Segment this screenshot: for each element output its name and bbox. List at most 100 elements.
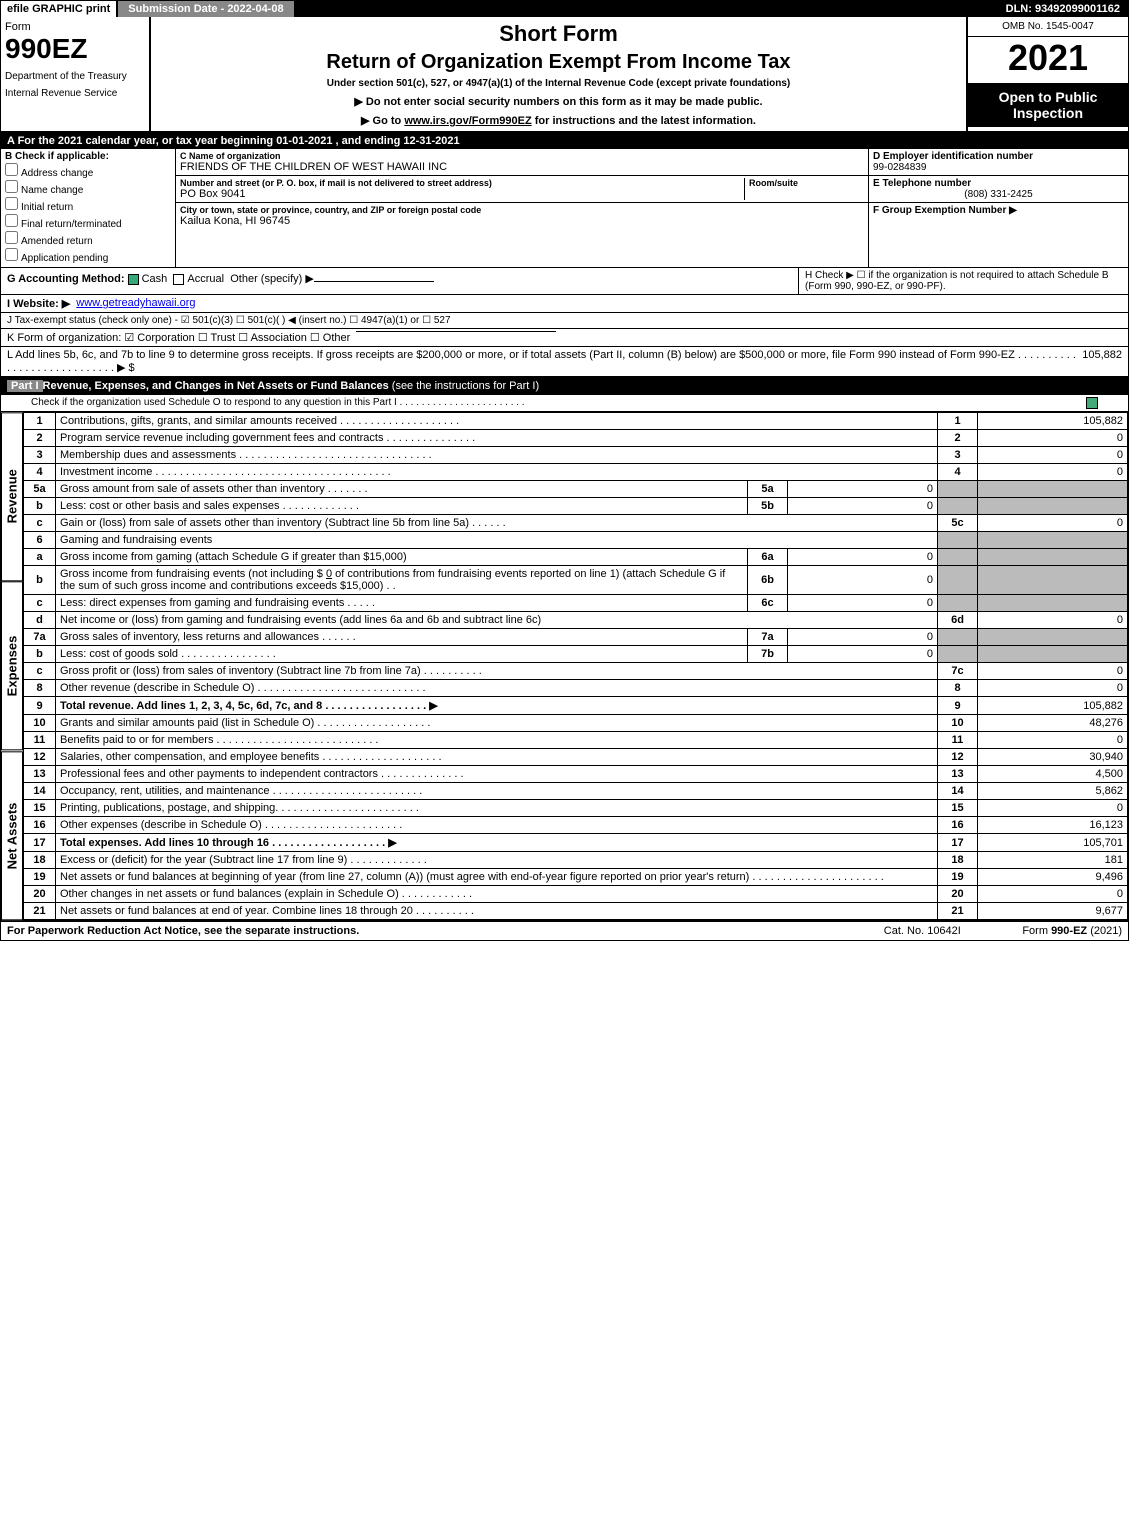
c-name-label: C Name of organization	[180, 151, 864, 161]
l-value: 105,882	[1082, 349, 1122, 361]
goto-suffix: for instructions and the latest informat…	[532, 115, 756, 127]
city-value: Kailua Kona, HI 96745	[180, 215, 864, 227]
short-form-label: Short Form	[155, 21, 962, 47]
city-label: City or town, state or province, country…	[180, 205, 864, 215]
line-9: 9Total revenue. Add lines 1, 2, 3, 4, 5c…	[24, 697, 1128, 715]
line-7b: bLess: cost of goods sold . . . . . . . …	[24, 646, 1128, 663]
line-a-period: A For the 2021 calendar year, or tax yea…	[1, 133, 1128, 149]
omb-number: OMB No. 1545-0047	[968, 17, 1128, 37]
form-number: 990EZ	[5, 33, 145, 65]
g-accrual-check-icon	[173, 274, 184, 285]
form-ref-suffix: (2021)	[1087, 925, 1122, 937]
chk-name-change[interactable]: Name change	[5, 180, 171, 196]
header-mid: Short Form Return of Organization Exempt…	[151, 17, 968, 131]
tax-year: 2021	[968, 37, 1128, 83]
chk-label: Application pending	[21, 253, 108, 264]
chk-label: Amended return	[21, 236, 93, 247]
line-12: 12Salaries, other compensation, and empl…	[24, 749, 1128, 766]
ssn-warning: ▶ Do not enter social security numbers o…	[155, 95, 962, 108]
irs-link[interactable]: www.irs.gov/Form990EZ	[404, 115, 531, 127]
line-18: 18Excess or (deficit) for the year (Subt…	[24, 852, 1128, 869]
line-7a: 7aGross sales of inventory, less returns…	[24, 629, 1128, 646]
line-19: 19Net assets or fund balances at beginni…	[24, 869, 1128, 886]
part-1-title-text: Revenue, Expenses, and Changes in Net As…	[43, 380, 389, 392]
goto-prefix: ▶ Go to	[361, 115, 404, 127]
topbar-spacer	[296, 1, 998, 17]
line-6d: dNet income or (loss) from gaming and fu…	[24, 612, 1128, 629]
line-15: 15Printing, publications, postage, and s…	[24, 800, 1128, 817]
line-6c: cLess: direct expenses from gaming and f…	[24, 595, 1128, 612]
k-form-of-org: K Form of organization: ☑ Corporation ☐ …	[7, 331, 350, 344]
section-d-e-f: D Employer identification number 99-0284…	[868, 149, 1128, 267]
chk-final-return[interactable]: Final return/terminated	[5, 214, 171, 230]
revenue-sidelabel: Revenue	[1, 412, 23, 581]
line-8: 8Other revenue (describe in Schedule O) …	[24, 680, 1128, 697]
form-ref-form: 990-EZ	[1051, 925, 1087, 937]
f-group-exemption: F Group Exemption Number ▶	[873, 205, 1124, 216]
part-1-note: (see the instructions for Part I)	[392, 380, 539, 392]
line-20: 20Other changes in net assets or fund ba…	[24, 886, 1128, 903]
form-ref: Form 990-EZ (2021)	[1022, 925, 1122, 937]
form-label: Form	[5, 21, 145, 33]
j-tax-exempt: J Tax-exempt status (check only one) - ☑…	[7, 315, 451, 326]
part-1-title: Revenue, Expenses, and Changes in Net As…	[43, 380, 1122, 392]
g-other-blank[interactable]	[314, 281, 434, 282]
form-title: Return of Organization Exempt From Incom…	[155, 51, 962, 74]
irs-label: Internal Revenue Service	[5, 88, 145, 99]
header-right: OMB No. 1545-0047 2021 Open to Public In…	[968, 17, 1128, 131]
form-990ez-page1: efile GRAPHIC print Submission Date - 20…	[0, 0, 1129, 941]
part-1-check-text: Check if the organization used Schedule …	[31, 397, 525, 409]
goto-instructions: ▶ Go to www.irs.gov/Form990EZ for instru…	[155, 114, 962, 127]
chk-initial-return[interactable]: Initial return	[5, 197, 171, 213]
meta-lines: G Accounting Method: Cash Accrual Other …	[1, 268, 1128, 377]
cat-number: Cat. No. 10642I	[822, 925, 1022, 937]
chk-amended-return[interactable]: Amended return	[5, 231, 171, 247]
street-value: PO Box 9041	[180, 188, 744, 200]
part-1-num: Part I	[7, 380, 43, 392]
l6b-text1: Gross income from fundraising events (no…	[60, 568, 326, 580]
topbar: efile GRAPHIC print Submission Date - 20…	[1, 1, 1128, 17]
chk-application-pending[interactable]: Application pending	[5, 248, 171, 264]
paperwork-notice: For Paperwork Reduction Act Notice, see …	[7, 925, 822, 937]
efile-print-label[interactable]: efile GRAPHIC print	[1, 1, 118, 17]
d-ein-value: 99-0284839	[873, 162, 1124, 173]
header-left: Form 990EZ Department of the Treasury In…	[1, 17, 151, 131]
e-phone-value: (808) 331-2425	[873, 189, 1124, 200]
submission-date: Submission Date - 2022-04-08	[118, 1, 295, 17]
line-10: 10Grants and similar amounts paid (list …	[24, 715, 1128, 732]
line-21: 21Net assets or fund balances at end of …	[24, 903, 1128, 920]
g-cash: Cash	[142, 273, 168, 285]
line-17: 17Total expenses. Add lines 10 through 1…	[24, 834, 1128, 852]
h-schedule-b: H Check ▶ ☐ if the organization is not r…	[798, 268, 1128, 294]
line-14: 14Occupancy, rent, utilities, and mainte…	[24, 783, 1128, 800]
chk-label: Initial return	[21, 202, 73, 213]
section-c-name-address: C Name of organization FRIENDS OF THE CH…	[176, 149, 868, 267]
k-other-blank[interactable]	[356, 331, 556, 332]
dln: DLN: 93492099001162	[998, 1, 1128, 17]
lines-table: 1Contributions, gifts, grants, and simil…	[23, 412, 1128, 920]
section-b-checkboxes: B Check if applicable: Address change Na…	[1, 149, 176, 267]
line-1: 1Contributions, gifts, grants, and simil…	[24, 413, 1128, 430]
page-footer: For Paperwork Reduction Act Notice, see …	[1, 920, 1128, 940]
street-label: Number and street (or P. O. box, if mail…	[180, 178, 744, 188]
line-5b: bLess: cost or other basis and sales exp…	[24, 498, 1128, 515]
line-6b: bGross income from fundraising events (n…	[24, 566, 1128, 595]
g-other: Other (specify) ▶	[230, 273, 314, 285]
expenses-sidelabel: Expenses	[1, 581, 23, 750]
chk-label: Final return/terminated	[21, 219, 122, 230]
i-website-label: I Website: ▶	[7, 297, 70, 310]
d-ein-label: D Employer identification number	[873, 151, 1124, 162]
part-1-header: Part I Revenue, Expenses, and Changes in…	[1, 377, 1128, 395]
line-11: 11Benefits paid to or for members . . . …	[24, 732, 1128, 749]
line-7c: cGross profit or (loss) from sales of in…	[24, 663, 1128, 680]
i-website-link[interactable]: www.getreadyhawaii.org	[76, 297, 195, 309]
form-ref-prefix: Form	[1022, 925, 1051, 937]
chk-address-change[interactable]: Address change	[5, 163, 171, 179]
line-6: 6Gaming and fundraising events	[24, 532, 1128, 549]
part-1-checkbox-icon[interactable]	[1086, 397, 1098, 409]
line-5a: 5aGross amount from sale of assets other…	[24, 481, 1128, 498]
org-name: FRIENDS OF THE CHILDREN OF WEST HAWAII I…	[180, 161, 864, 173]
g-cash-check-icon	[128, 274, 139, 285]
line-13: 13Professional fees and other payments t…	[24, 766, 1128, 783]
form-header: Form 990EZ Department of the Treasury In…	[1, 17, 1128, 133]
